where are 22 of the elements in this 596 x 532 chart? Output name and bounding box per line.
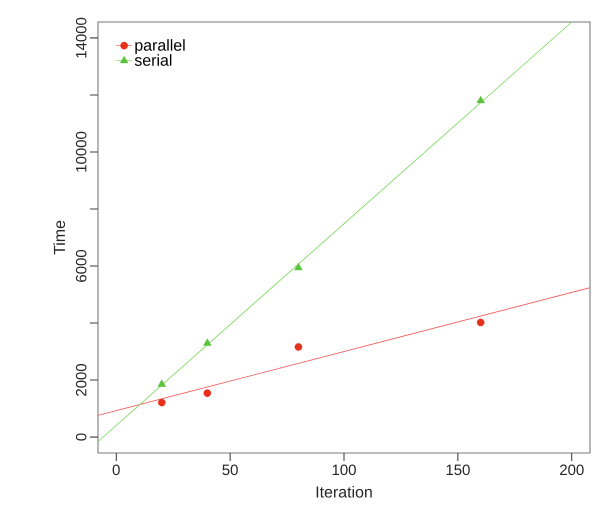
point — [158, 380, 166, 387]
y-tick-label: 2000 — [76, 364, 86, 396]
x-tick-label: 0 — [112, 464, 120, 476]
x-tick-label: 100 — [332, 464, 356, 476]
x-tick-label: 150 — [446, 464, 470, 476]
point — [294, 262, 303, 270]
legend-label: parallel — [135, 39, 185, 54]
y-tick-label: 14000 — [76, 18, 86, 58]
point — [294, 343, 302, 351]
y-tick-label: 10000 — [76, 132, 86, 172]
point — [204, 389, 212, 397]
x-tick-label: 50 — [222, 464, 238, 476]
x-axis-title: Iteration — [316, 486, 372, 498]
point — [476, 96, 485, 104]
y-tick-label: 0 — [76, 433, 86, 441]
point — [476, 318, 484, 326]
y-axis-title: Time — [53, 220, 66, 255]
y-tick-label: 6000 — [76, 250, 86, 282]
legend-label: serial — [134, 54, 172, 66]
x-tick-label: 200 — [560, 464, 584, 476]
point — [158, 398, 166, 406]
point — [203, 338, 212, 346]
